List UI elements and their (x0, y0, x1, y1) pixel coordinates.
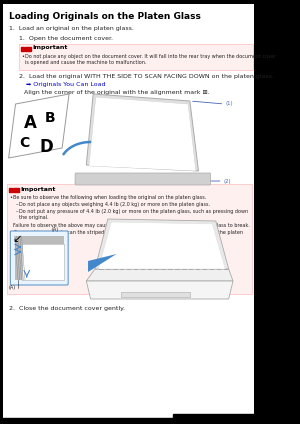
Text: Be sure to observe the following when loading the original on the platen glass.: Be sure to observe the following when lo… (13, 195, 206, 200)
Bar (13, 188, 16, 192)
Text: Important: Important (33, 45, 68, 50)
Bar (28, 47, 32, 50)
Text: glass).: glass). (13, 236, 29, 241)
Text: Do not place any object on the document cover. It will fall into the rear tray w: Do not place any object on the document … (25, 54, 276, 59)
Text: •: • (10, 230, 13, 235)
Text: (A): (A) (9, 285, 16, 290)
Text: Do not put any pressure of 4.4 lb (2.0 kg) or more on the platen glass, such as : Do not put any pressure of 4.4 lb (2.0 k… (19, 209, 248, 214)
Bar (16, 188, 20, 192)
Text: (A): (A) (52, 227, 59, 232)
Bar (0, 418, 259, 424)
Bar (25, 47, 28, 50)
Polygon shape (86, 94, 199, 171)
Text: 2.  Close the document cover gently.: 2. Close the document cover gently. (9, 306, 124, 311)
Text: –: – (16, 202, 18, 207)
Text: Important: Important (21, 187, 56, 192)
Text: (2): (2) (224, 179, 231, 184)
Text: •: • (22, 54, 25, 59)
Bar (9, 188, 12, 192)
FancyBboxPatch shape (15, 236, 64, 244)
Text: A: A (24, 114, 37, 132)
Text: ➡ Originals You Can Load: ➡ Originals You Can Load (26, 82, 105, 87)
Text: C: C (19, 136, 29, 150)
FancyBboxPatch shape (22, 244, 64, 280)
Text: –: – (16, 209, 18, 214)
Text: Failure to observe the above may cause the scanner to malfunction or the platen : Failure to observe the above may cause t… (13, 223, 250, 228)
Polygon shape (75, 174, 206, 184)
Text: •: • (10, 195, 13, 200)
Bar (21, 47, 24, 50)
Text: ↙: ↙ (12, 234, 22, 244)
Text: 2.  Load the original WITH THE SIDE TO SCAN FACING DOWN on the platen glass.: 2. Load the original WITH THE SIDE TO SC… (19, 74, 274, 79)
Text: Loading Originals on the Platen Glass: Loading Originals on the Platen Glass (9, 12, 200, 21)
Text: 1.  Open the document cover.: 1. Open the document cover. (19, 36, 113, 41)
Polygon shape (86, 269, 233, 281)
Polygon shape (89, 97, 196, 171)
Polygon shape (9, 94, 69, 158)
FancyBboxPatch shape (4, 4, 254, 420)
Text: (1): (1) (225, 101, 233, 106)
Text: The machine cannot scan the striped area (A) (0.04 inch (1 mm) from the edges of: The machine cannot scan the striped area… (13, 230, 243, 235)
FancyBboxPatch shape (75, 173, 211, 185)
Polygon shape (80, 174, 201, 181)
FancyBboxPatch shape (121, 292, 190, 297)
Text: is opened and cause the machine to malfunction.: is opened and cause the machine to malfu… (25, 60, 146, 65)
Text: the original.: the original. (19, 215, 49, 220)
Text: Do not place any objects weighing 4.4 lb (2.0 kg) or more on the platen glass.: Do not place any objects weighing 4.4 lb… (19, 202, 210, 207)
FancyBboxPatch shape (11, 231, 68, 285)
Text: Align the corner of the original with the alignment mark ⊞.: Align the corner of the original with th… (24, 90, 210, 95)
Polygon shape (95, 219, 229, 269)
Text: 1.  Load an original on the platen glass.: 1. Load an original on the platen glass. (9, 26, 134, 31)
Text: D: D (40, 138, 53, 156)
FancyBboxPatch shape (7, 184, 252, 294)
Text: B: B (45, 111, 56, 125)
FancyBboxPatch shape (15, 236, 22, 280)
Polygon shape (88, 254, 116, 272)
Polygon shape (98, 222, 225, 269)
Polygon shape (86, 281, 233, 299)
FancyBboxPatch shape (19, 44, 253, 70)
Bar (172, 414, 259, 424)
